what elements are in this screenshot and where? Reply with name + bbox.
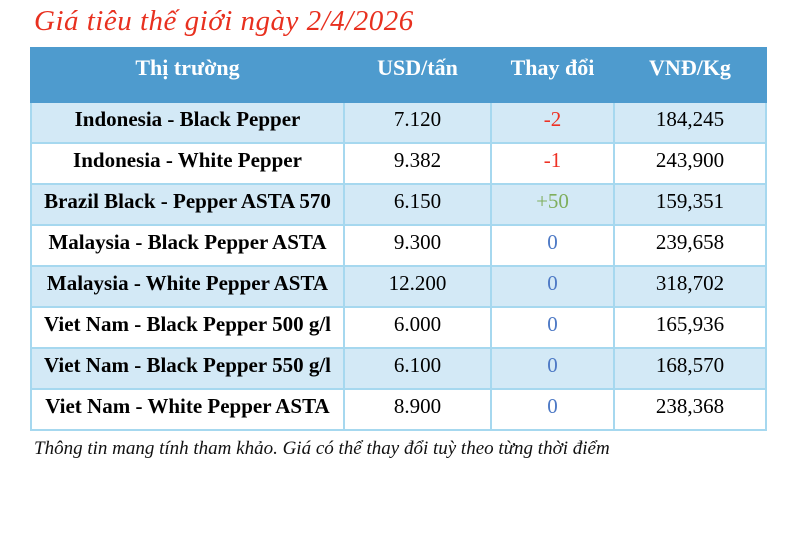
change-value-cell: -2 — [490, 101, 615, 144]
market-cell: Indonesia - White Pepper — [30, 142, 345, 185]
table-row: Indonesia - Black Pepper 7.120 -2 184,24… — [30, 101, 767, 144]
usd-value-cell: 9.382 — [343, 142, 492, 185]
table-row: Malaysia - Black Pepper ASTA 9.300 0 239… — [30, 224, 767, 267]
market-cell: Viet Nam - Black Pepper 500 g/l — [30, 306, 345, 349]
col-header-usd: USD/tấn — [343, 47, 492, 103]
usd-value-cell: 9.300 — [343, 224, 492, 267]
col-header-change: Thay đổi — [490, 47, 615, 103]
table-row: Viet Nam - Black Pepper 550 g/l 6.100 0 … — [30, 347, 767, 390]
usd-value-cell: 6.000 — [343, 306, 492, 349]
market-cell: Malaysia - Black Pepper ASTA — [30, 224, 345, 267]
market-cell: Viet Nam - White Pepper ASTA — [30, 388, 345, 431]
col-header-market: Thị trường — [30, 47, 345, 103]
price-table-body: Indonesia - Black Pepper 7.120 -2 184,24… — [30, 101, 767, 431]
col-header-vnd: VNĐ/Kg — [613, 47, 767, 103]
table-row: Indonesia - White Pepper 9.382 -1 243,90… — [30, 142, 767, 185]
price-table: Thị trường USD/tấn Thay đổi VNĐ/Kg Indon… — [30, 47, 767, 431]
usd-value-cell: 6.150 — [343, 183, 492, 226]
market-cell: Viet Nam - Black Pepper 550 g/l — [30, 347, 345, 390]
change-value-cell: 0 — [490, 347, 615, 390]
market-cell: Brazil Black - Pepper ASTA 570 — [30, 183, 345, 226]
table-row: Brazil Black - Pepper ASTA 570 6.150 +50… — [30, 183, 767, 226]
table-row: Viet Nam - Black Pepper 500 g/l 6.000 0 … — [30, 306, 767, 349]
usd-value-cell: 7.120 — [343, 101, 492, 144]
market-cell: Indonesia - Black Pepper — [30, 101, 345, 144]
vnd-value-cell: 184,245 — [613, 101, 767, 144]
vnd-value-cell: 243,900 — [613, 142, 767, 185]
usd-value-cell: 12.200 — [343, 265, 492, 308]
table-row: Viet Nam - White Pepper ASTA 8.900 0 238… — [30, 388, 767, 431]
page-title: Giá tiêu thế giới ngày 2/4/2026 — [34, 5, 414, 37]
change-value-cell: 0 — [490, 388, 615, 431]
change-value-cell: 0 — [490, 224, 615, 267]
change-value-cell: 0 — [490, 265, 615, 308]
change-value-cell: +50 — [490, 183, 615, 226]
vnd-value-cell: 318,702 — [613, 265, 767, 308]
usd-value-cell: 8.900 — [343, 388, 492, 431]
market-cell: Malaysia - White Pepper ASTA — [30, 265, 345, 308]
vnd-value-cell: 165,936 — [613, 306, 767, 349]
change-value-cell: 0 — [490, 306, 615, 349]
vnd-value-cell: 239,658 — [613, 224, 767, 267]
change-value-cell: -1 — [490, 142, 615, 185]
table-row: Malaysia - White Pepper ASTA 12.200 0 31… — [30, 265, 767, 308]
vnd-value-cell: 238,368 — [613, 388, 767, 431]
table-header-row: Thị trường USD/tấn Thay đổi VNĐ/Kg — [30, 47, 767, 103]
footer-note: Thông tin mang tính tham khảo. Giá có th… — [34, 438, 610, 459]
usd-value-cell: 6.100 — [343, 347, 492, 390]
vnd-value-cell: 159,351 — [613, 183, 767, 226]
vnd-value-cell: 168,570 — [613, 347, 767, 390]
